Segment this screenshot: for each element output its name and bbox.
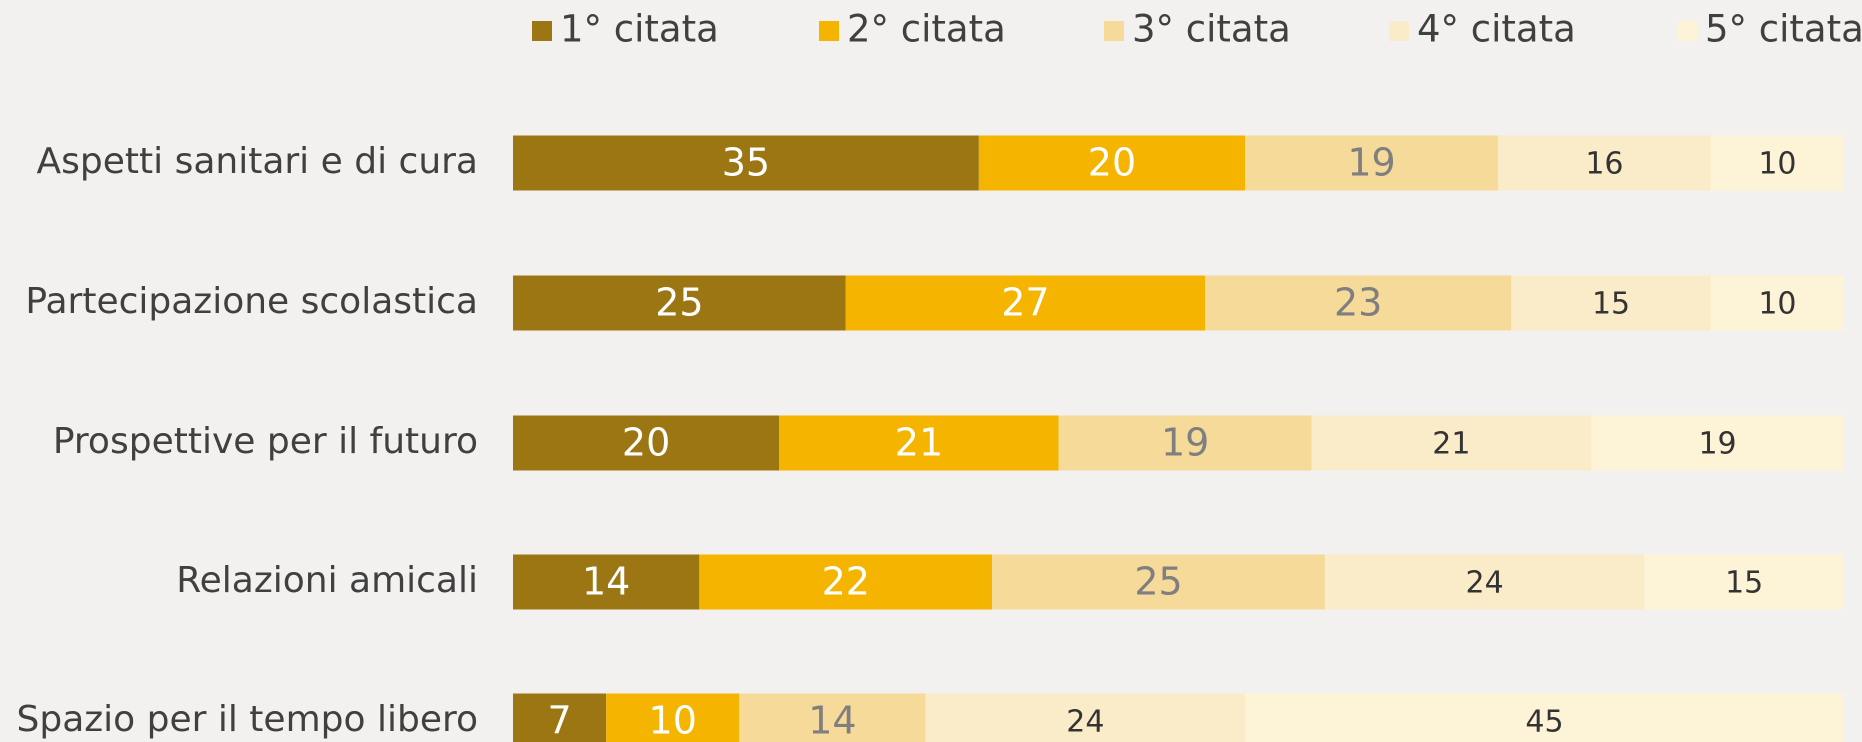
bar-segment	[992, 554, 1325, 610]
legend-label: 3° citata	[1132, 8, 1291, 51]
data-label: 21	[1432, 427, 1470, 462]
data-label: 16	[1585, 147, 1623, 182]
bar-segment	[978, 135, 1246, 191]
category-label: Relazioni amicali	[176, 560, 478, 601]
data-label: 15	[1725, 566, 1763, 601]
bar-segment	[513, 693, 607, 742]
bar-segment	[845, 275, 1206, 331]
bar-segment	[1324, 554, 1645, 610]
category-label: Spazio per il tempo libero	[16, 699, 478, 740]
bar-segment	[1311, 415, 1592, 471]
bar-segment	[513, 275, 846, 331]
data-label: 25	[1134, 560, 1182, 604]
bar-segment	[1205, 275, 1512, 331]
bar-segment	[1591, 415, 1844, 471]
legend-swatch	[1677, 21, 1697, 41]
bar-segment	[699, 554, 993, 610]
legend-swatch	[532, 21, 552, 41]
data-label: 10	[1758, 147, 1796, 182]
legend-swatch	[1104, 21, 1124, 41]
bar-segment	[1245, 135, 1498, 191]
legend-swatch	[1389, 21, 1409, 41]
bar-segment	[513, 415, 780, 471]
data-label: 24	[1066, 705, 1104, 740]
data-label: 19	[1698, 427, 1736, 462]
bar-segment	[606, 693, 740, 742]
bar-segment	[1058, 415, 1312, 471]
legend-swatch	[819, 21, 839, 41]
legend-label: 2° citata	[847, 8, 1006, 51]
data-label: 27	[1001, 281, 1049, 325]
legend-label: 4° citata	[1417, 8, 1576, 51]
bar-segment	[1710, 135, 1844, 191]
data-label: 20	[1088, 141, 1136, 185]
data-label: 10	[649, 699, 697, 742]
data-label: 25	[655, 281, 703, 325]
category-label: Partecipazione scolastica	[25, 281, 478, 322]
category-label: Prospettive per il futuro	[53, 421, 478, 462]
bar-segment	[513, 135, 979, 191]
data-label: 15	[1592, 287, 1630, 322]
bar-segment	[779, 415, 1059, 471]
data-label: 19	[1161, 421, 1209, 465]
data-label: 7	[547, 699, 571, 742]
data-label: 10	[1758, 287, 1796, 322]
data-label: 14	[808, 699, 856, 742]
bar-segment	[1710, 275, 1844, 331]
data-label: 23	[1334, 281, 1382, 325]
data-label: 35	[722, 141, 770, 185]
data-label: 20	[622, 421, 670, 465]
bar-segment	[1245, 693, 1844, 742]
bar-segment	[1511, 275, 1711, 331]
data-label: 22	[822, 560, 870, 604]
data-label: 24	[1466, 566, 1504, 601]
data-label: 14	[582, 560, 630, 604]
bar-segment	[925, 693, 1246, 742]
bar-segment	[1497, 135, 1711, 191]
bar-segment	[739, 693, 926, 742]
bar-segment	[513, 554, 700, 610]
category-label: Aspetti sanitari e di cura	[37, 141, 478, 182]
data-label: 45	[1525, 705, 1563, 740]
data-label: 19	[1347, 141, 1395, 185]
bar-segment	[1644, 554, 1844, 610]
legend-label: 1° citata	[560, 8, 719, 51]
legend-label: 5° citata	[1705, 8, 1862, 51]
data-label: 21	[895, 421, 943, 465]
